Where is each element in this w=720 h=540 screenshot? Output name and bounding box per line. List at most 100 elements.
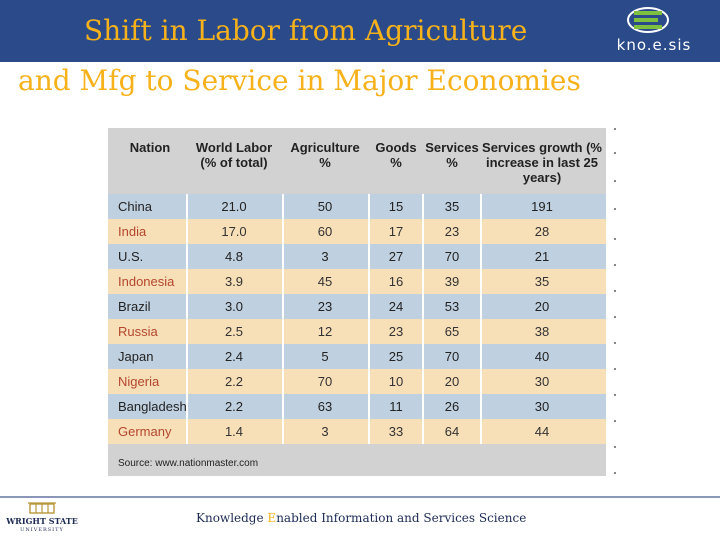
cell-world-labor: 2.2 <box>224 374 244 389</box>
column-divider <box>480 194 482 444</box>
cell-services: 26 <box>444 399 460 414</box>
dot <box>614 342 616 344</box>
cell-nation: Bangladesh <box>118 399 187 414</box>
dot <box>614 420 616 422</box>
cell-growth: 191 <box>531 199 553 214</box>
cell-goods: 15 <box>388 199 404 214</box>
cell-services: 70 <box>444 249 460 264</box>
dot <box>614 264 616 266</box>
dot <box>614 152 616 154</box>
cell-world-labor: 3.0 <box>224 299 244 314</box>
column-divider <box>368 194 370 444</box>
slide-title-line1: Shift in Labor from Agriculture <box>84 14 528 47</box>
table-row: Indonesia 3.9 45 16 39 35 <box>108 269 606 294</box>
dot <box>614 316 616 318</box>
cell-services: 23 <box>444 224 460 239</box>
cell-services: 70 <box>444 349 460 364</box>
cell-services: 20 <box>444 374 460 389</box>
cell-agriculture: 60 <box>317 224 333 239</box>
table-row: Bangladesh 2.2 63 11 26 30 <box>108 394 606 419</box>
title-bar: Shift in Labor from Agriculture kno.e.si… <box>0 0 720 62</box>
table-row: Russia 2.5 12 23 65 38 <box>108 319 606 344</box>
cell-agriculture: 5 <box>321 349 329 364</box>
cell-world-labor: 17.0 <box>221 224 247 239</box>
cell-nation: India <box>118 224 147 239</box>
slide-title-line2: and Mfg to Service in Major Economies <box>18 64 581 97</box>
header-world-labor: World Labor (% of total) <box>195 140 273 170</box>
labor-table: Nation World Labor (% of total) Agricult… <box>108 128 606 476</box>
cell-world-labor: 4.8 <box>224 249 244 264</box>
cell-agriculture: 12 <box>317 324 333 339</box>
knoesis-logo: kno.e.sis <box>596 6 712 58</box>
dot <box>614 472 616 474</box>
cell-growth: 30 <box>534 399 550 414</box>
cell-growth: 38 <box>534 324 550 339</box>
table-row: Nigeria 2.2 70 10 20 30 <box>108 369 606 394</box>
university-sub: UNIVERSITY <box>20 527 64 533</box>
cell-services: 65 <box>444 324 460 339</box>
building-icon <box>28 502 56 514</box>
dot <box>614 394 616 396</box>
header-goods: Goods % <box>375 140 417 170</box>
table-row: China 21.0 50 15 35 191 <box>108 194 606 219</box>
cell-growth: 44 <box>534 424 550 439</box>
university-name: WRIGHT STATE <box>6 516 78 526</box>
dot <box>614 238 616 240</box>
table-row: Japan 2.4 5 25 70 40 <box>108 344 606 369</box>
wright-state-logo: WRIGHT STATE UNIVERSITY <box>6 500 78 538</box>
cell-goods: 11 <box>389 399 403 414</box>
cell-world-labor: 2.5 <box>224 324 244 339</box>
footer-text-part2: nabled Information and Services Science <box>276 511 527 525</box>
column-divider <box>186 194 188 444</box>
cell-nation: Brazil <box>118 299 151 314</box>
cell-nation: Germany <box>118 424 172 439</box>
knoesis-logo-icon <box>627 7 669 33</box>
table-row: India 17.0 60 17 23 28 <box>108 219 606 244</box>
footer-divider <box>0 496 720 498</box>
table-row: Germany 1.4 3 33 64 44 <box>108 419 606 444</box>
cell-world-labor: 2.2 <box>224 399 244 414</box>
logo-text: kno.e.sis <box>616 36 692 54</box>
cell-growth: 40 <box>534 349 550 364</box>
cell-agriculture: 45 <box>317 274 333 289</box>
cell-services: 64 <box>444 424 460 439</box>
cell-agriculture: 63 <box>317 399 333 414</box>
cell-goods: 24 <box>388 299 404 314</box>
cell-services: 35 <box>444 199 460 214</box>
cell-nation: Nigeria <box>118 374 160 389</box>
dot <box>614 368 616 370</box>
cell-agriculture: 3 <box>321 249 329 264</box>
dot <box>614 290 616 292</box>
table-header: Nation World Labor (% of total) Agricult… <box>108 128 606 192</box>
cell-services: 53 <box>444 299 460 314</box>
cell-nation: U.S. <box>118 249 144 264</box>
footer-text-part1: Knowledge <box>196 511 268 525</box>
dot <box>614 180 616 182</box>
cell-world-labor: 21.0 <box>221 199 247 214</box>
cell-growth: 20 <box>534 299 550 314</box>
cell-growth: 30 <box>534 374 550 389</box>
cell-growth: 28 <box>534 224 550 239</box>
dot <box>614 446 616 448</box>
cell-agriculture: 3 <box>321 424 329 439</box>
cell-agriculture: 23 <box>317 299 333 314</box>
cell-goods: 27 <box>388 249 404 264</box>
cell-growth: 35 <box>534 274 550 289</box>
cell-agriculture: 50 <box>317 199 333 214</box>
cell-world-labor: 2.4 <box>224 349 244 364</box>
cell-agriculture: 70 <box>317 374 333 389</box>
table-source: Source: www.nationmaster.com <box>118 458 259 469</box>
cell-goods: 10 <box>388 374 404 389</box>
cell-goods: 17 <box>388 224 404 239</box>
dot <box>614 128 616 130</box>
cell-world-labor: 1.4 <box>224 424 244 439</box>
cell-nation: Indonesia <box>118 274 175 289</box>
cell-growth: 21 <box>534 249 550 264</box>
header-nation: Nation <box>129 140 171 155</box>
cell-nation: Russia <box>118 324 158 339</box>
cell-goods: 16 <box>388 274 404 289</box>
footer-accent-letter: E <box>267 511 277 525</box>
table-row: Brazil 3.0 23 24 53 20 <box>108 294 606 319</box>
header-services: Services % <box>425 140 479 170</box>
cell-nation: China <box>118 199 152 214</box>
